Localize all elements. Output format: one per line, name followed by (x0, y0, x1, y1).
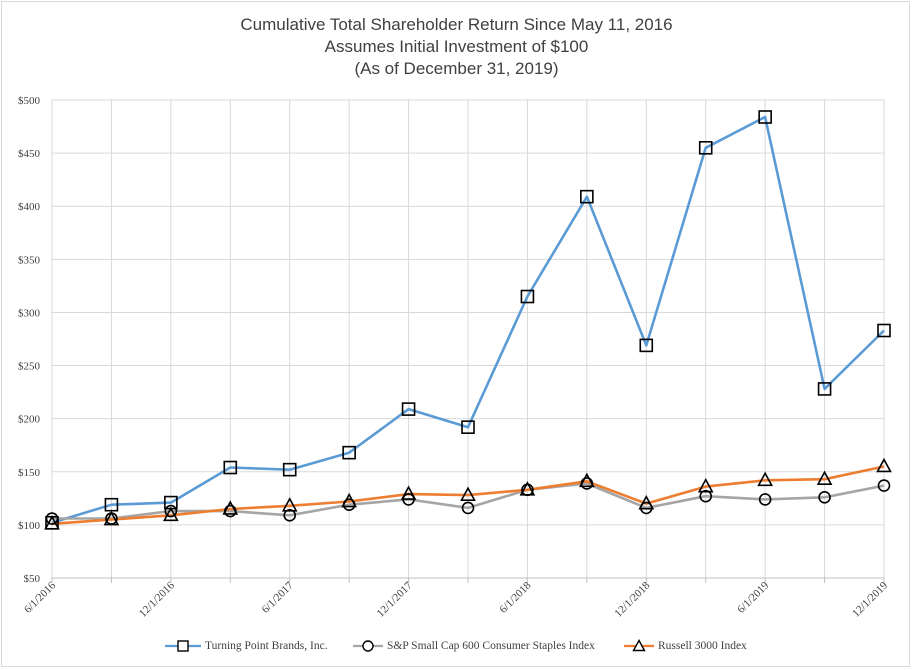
data-point-circle (758, 493, 772, 506)
y-tick-label: $450 (18, 148, 41, 160)
data-point-square (639, 338, 654, 353)
data-point-triangle (103, 510, 120, 526)
data-point-triangle (341, 492, 357, 508)
y-tick-label: $200 (18, 414, 41, 426)
data-point-square (877, 323, 891, 338)
data-point-triangle (816, 470, 833, 486)
y-tick-label: $350 (18, 254, 41, 266)
data-point-circle (818, 490, 831, 504)
x-tick-label: 6/1/2017 (260, 579, 296, 615)
chart-title-line-1: Cumulative Total Shareholder Return Sinc… (240, 15, 673, 34)
data-point-triangle (638, 494, 655, 510)
data-point-triangle (519, 481, 536, 496)
data-point-square (520, 289, 535, 304)
data-point-square (698, 141, 713, 155)
series-line-3 (51, 465, 885, 526)
chart-title: Cumulative Total Shareholder Return Sinc… (0, 14, 913, 80)
data-point-triangle (876, 457, 892, 473)
data-point-circle (45, 512, 59, 525)
data-point-triangle (697, 477, 714, 493)
chart-title-line-2: Assumes Initial Investment of $100 (324, 37, 589, 56)
y-tick-label: $100 (18, 520, 41, 532)
x-tick-label: 12/1/2017 (375, 579, 415, 619)
y-tick-label: $250 (18, 361, 41, 373)
legend-item-tpb: Turning Point Brands, Inc. (165, 636, 328, 656)
legend-marker-circle-icon (353, 640, 383, 652)
data-point-triangle (44, 515, 60, 530)
data-point-circle (699, 489, 713, 503)
series-line-1 (51, 115, 885, 525)
data-point-triangle (281, 497, 298, 512)
data-point-triangle (460, 486, 476, 501)
y-tick-label: $500 (18, 95, 41, 107)
data-point-square (401, 402, 416, 416)
data-point-triangle (757, 471, 773, 487)
data-point-circle (283, 509, 297, 522)
x-tick-label: 6/1/2019 (735, 579, 771, 615)
data-point-square (223, 460, 238, 475)
y-tick-label: $300 (18, 307, 41, 319)
legend-item-sp600: S&P Small Cap 600 Consumer Staples Index (353, 636, 595, 656)
legend-label-sp600: S&P Small Cap 600 Consumer Staples Index (387, 640, 595, 652)
data-point-triangle (400, 485, 417, 500)
chart-title-line-3: (As of December 31, 2019) (354, 59, 559, 78)
data-point-square (342, 445, 356, 460)
x-tick-label: 12/1/2016 (137, 579, 177, 619)
data-point-square (817, 382, 832, 396)
data-point-square (104, 497, 119, 512)
legend-marker-square-icon (165, 640, 201, 652)
data-point-triangle (579, 472, 595, 488)
legend-label-russell: Russell 3000 Index (658, 640, 747, 652)
data-point-triangle (163, 506, 179, 522)
x-tick-label: 6/1/2018 (497, 579, 533, 615)
legend-marker-triangle-icon (624, 639, 654, 652)
data-point-square (580, 189, 594, 204)
legend-item-russell: Russell 3000 Index (624, 636, 747, 656)
data-point-square (282, 462, 297, 477)
y-tick-label: $150 (18, 467, 41, 479)
legend: Turning Point Brands, Inc. S&P Small Cap… (0, 636, 913, 656)
series-line-2 (52, 482, 885, 520)
y-tick-label: $400 (18, 201, 41, 213)
data-point-square (758, 110, 772, 124)
x-tick-label: 12/1/2019 (850, 579, 890, 619)
data-point-square (461, 420, 475, 434)
x-tick-label: 12/1/2018 (612, 579, 652, 619)
y-tick-label: $50 (24, 573, 41, 585)
data-point-circle (877, 479, 891, 492)
data-point-circle (164, 504, 178, 518)
legend-label-tpb: Turning Point Brands, Inc. (205, 640, 328, 652)
data-point-circle (461, 501, 475, 515)
data-point-triangle (222, 500, 239, 515)
